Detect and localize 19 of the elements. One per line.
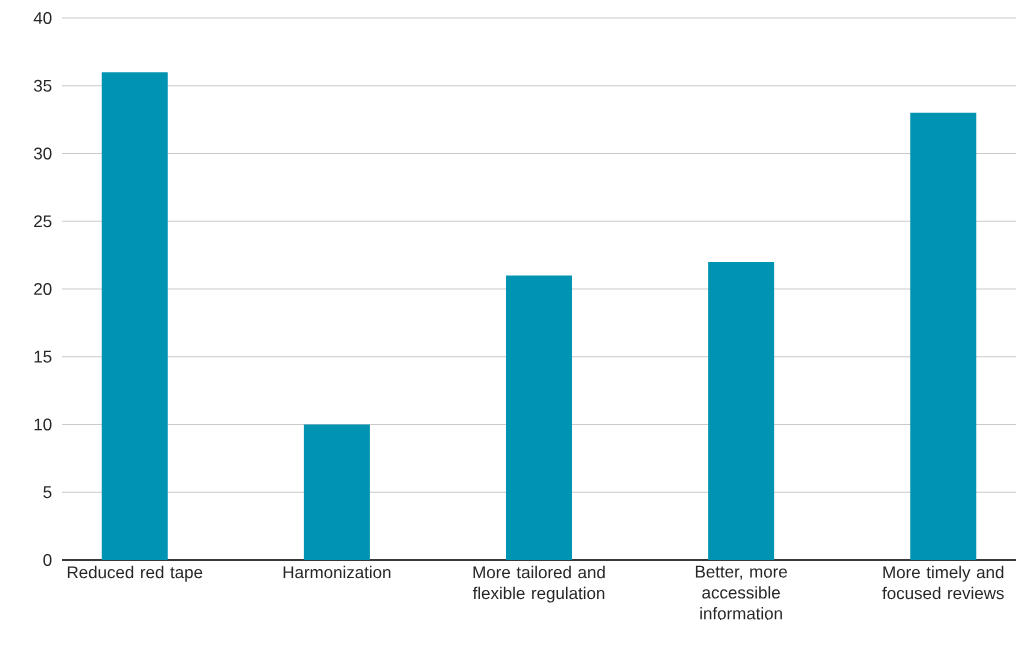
bar [708,261,775,560]
y-tick-label: 25 [34,215,52,228]
x-tick-label: Better, more accessible information [695,565,787,620]
y-tick-label: 5 [43,486,52,499]
bar [303,424,370,560]
x-tick-label: Harmonization [283,565,391,579]
x-tick-label: More timely and focused reviews [882,565,1004,600]
y-tick-label: 30 [33,147,52,160]
bar [101,72,168,560]
bar [910,112,977,560]
y-tick-label: 20 [34,283,52,295]
y-tick-label: 15 [34,350,52,363]
y-tick-label: 10 [34,418,52,431]
y-tick-label: 35 [33,79,52,92]
x-tick-label: More tailored and flexible regulation [472,565,605,603]
y-tick-label: 40 [33,12,52,24]
y-tick-label: 0 [43,554,52,566]
x-tick-label: Reduced red tape [67,565,203,582]
bar [506,275,573,560]
